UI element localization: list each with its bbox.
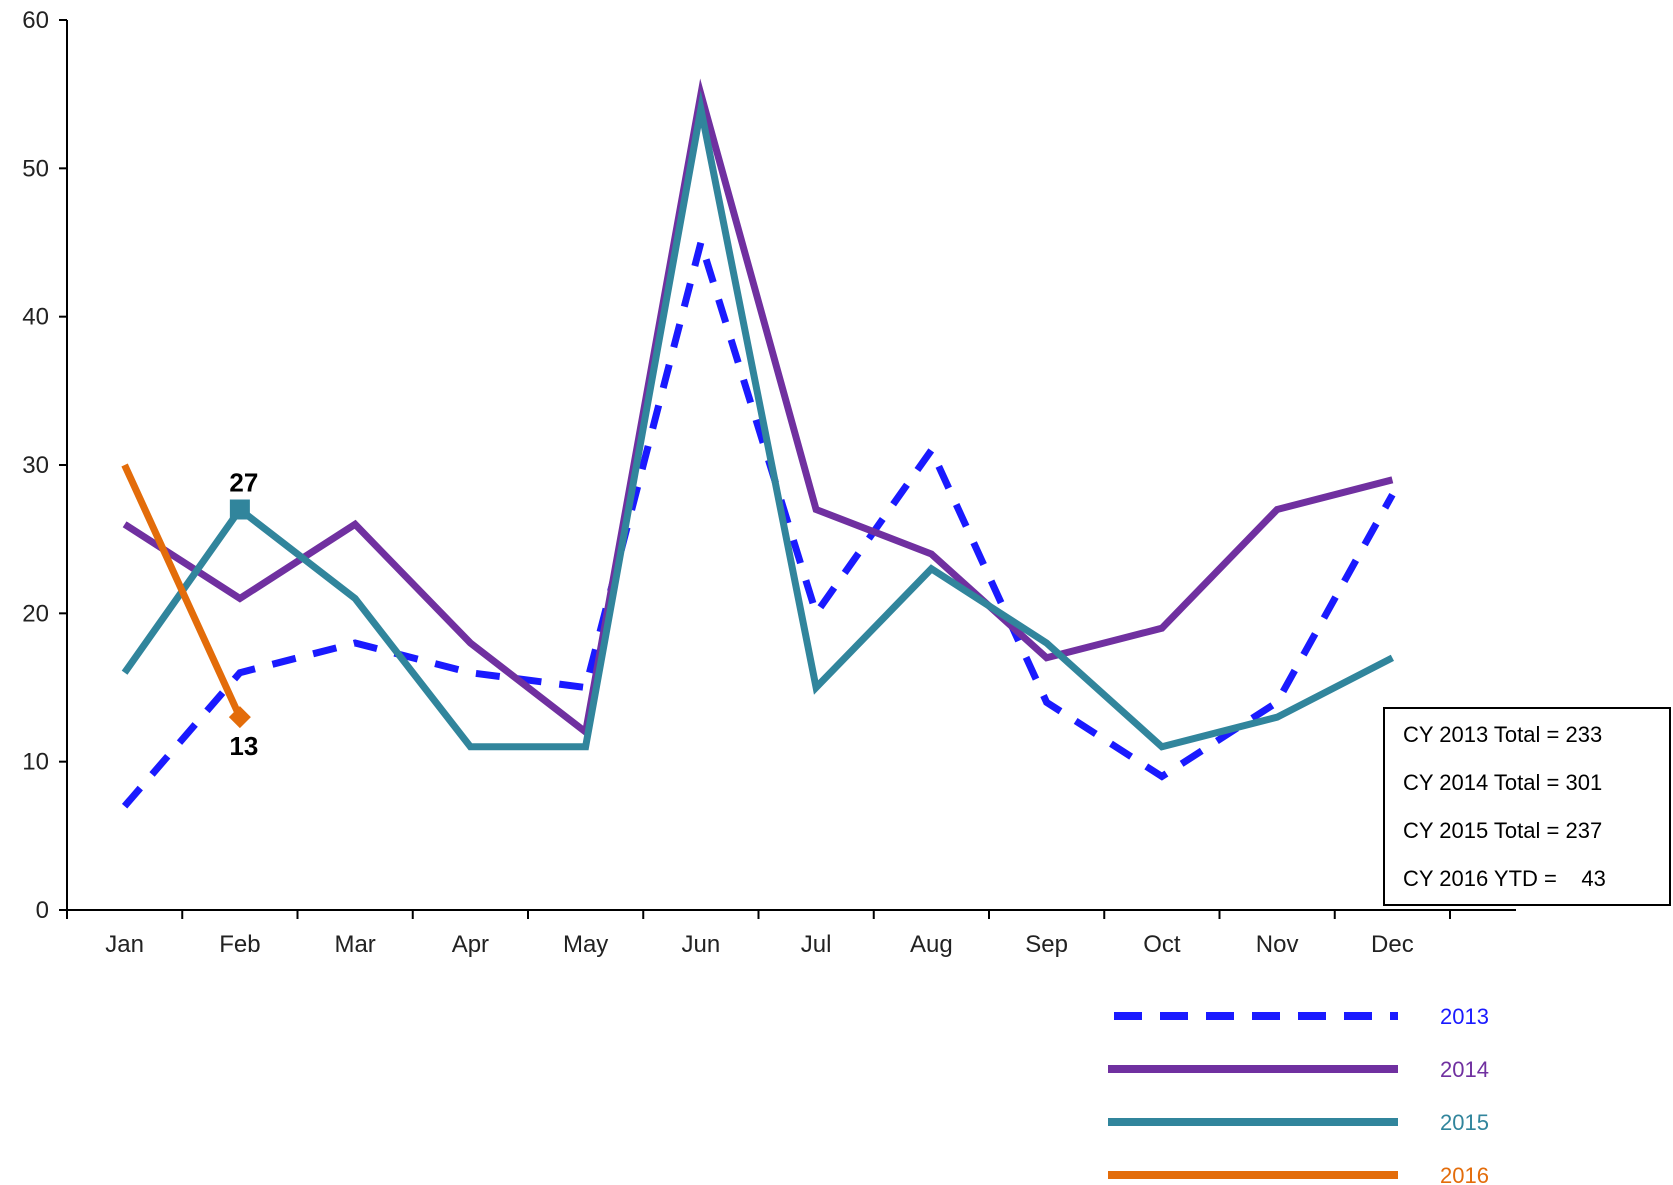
data-point-2013-Jun [698,240,704,246]
series-line-2016 [121,463,244,719]
series-line-2015 [121,90,1395,751]
y-tick-label: 0 [36,897,49,924]
y-tick-label: 20 [22,600,49,627]
totals-line: CY 2016 YTD = 43 [1403,866,1606,891]
data-point-2014-Oct [1159,625,1165,631]
data-point-2014-Sep [1044,655,1050,661]
data-point-2014-Apr [467,640,473,646]
data-point-2013-Oct [1159,774,1165,780]
y-tick-label: 60 [22,7,49,34]
series-line-2014 [122,78,1394,739]
series-line-2013 [121,229,1396,809]
data-point-2013-Sep [1044,699,1050,705]
x-tick-label: Sep [1025,931,1068,958]
data-point-2013-Jan [122,803,128,809]
marker-square [229,499,250,520]
data-point-2016-Jan [122,462,128,468]
x-tick-label: Apr [452,931,489,958]
data-point-2013-Feb [237,670,243,676]
data-label-2016: 13 [229,731,258,761]
data-label-2015: 27 [229,468,258,498]
data-point-2015-Mar [352,596,358,602]
data-point-2015-Jun [698,106,704,112]
series-layer [121,78,1396,809]
data-point-2014-Dec [1389,477,1395,483]
data-point-2015-May [583,744,589,750]
x-tick-label: May [563,931,608,958]
data-point-2015-Nov [1274,714,1280,720]
totals-box-frame [1383,707,1671,906]
y-tick-label: 10 [22,749,49,776]
x-tick-label: Feb [219,931,260,958]
legend-label-2016: 2016 [1440,1163,1489,1185]
data-point-2013-Dec [1389,492,1395,498]
totals-box: CY 2013 Total = 233 CY 2014 Total = 301 CY… [1383,707,1671,906]
data-point-2015-Sep [1044,640,1050,646]
data-point-2014-Nov [1274,507,1280,513]
data-point-2014-Jan [122,521,128,527]
totals-line: CY 2015 Total = 237 [1403,818,1602,843]
legend-label-2013: 2013 [1440,1004,1489,1029]
x-tick-label: Jun [682,931,721,958]
data-point-2014-Aug [928,551,934,557]
totals-line: CY 2013 Total = 233 [1403,722,1602,747]
x-tick-label: Jul [801,931,832,958]
annotation-layer: 27 13 [228,468,258,761]
legend-label-2015: 2015 [1440,1110,1489,1135]
data-point-2014-Mar [352,521,358,527]
y-tick-label: 40 [22,304,49,331]
x-tick-label: Dec [1371,931,1414,958]
x-tick-label: Nov [1256,931,1299,958]
data-point-2015-Apr [467,744,473,750]
axes: 0 10 20 30 40 50 60 Jan Feb Mar Apr May Jun Jul Aug Sep… [22,7,1516,958]
data-point-2013-Aug [928,447,934,453]
data-point-2013-Jul [813,610,819,616]
data-point-2015-Jul [813,685,819,691]
data-point-2013-Apr [467,670,473,676]
data-point-2014-Jul [813,507,819,513]
data-point-2015-Aug [928,566,934,572]
data-point-2013-May [583,685,589,691]
data-point-2015-Dec [1389,655,1395,661]
y-tick-label: 30 [22,452,49,479]
totals-line: CY 2014 Total = 301 [1403,770,1602,795]
x-tick-label: Aug [910,931,953,958]
data-point-2013-Nov [1274,699,1280,705]
marker-diamond [228,706,251,729]
data-point-2014-Feb [237,596,243,602]
data-point-2013-Mar [352,640,358,646]
legend: 2013 2014 2015 2016 [1108,1004,1489,1185]
y-tick-label: 50 [22,155,49,182]
x-tick-label: Oct [1143,931,1181,958]
x-tick-label: Jan [105,931,144,958]
legend-label-2014: 2014 [1440,1057,1489,1082]
data-point-2015-Oct [1159,744,1165,750]
data-point-2015-Jan [122,670,128,676]
x-tick-label: Mar [334,931,375,958]
